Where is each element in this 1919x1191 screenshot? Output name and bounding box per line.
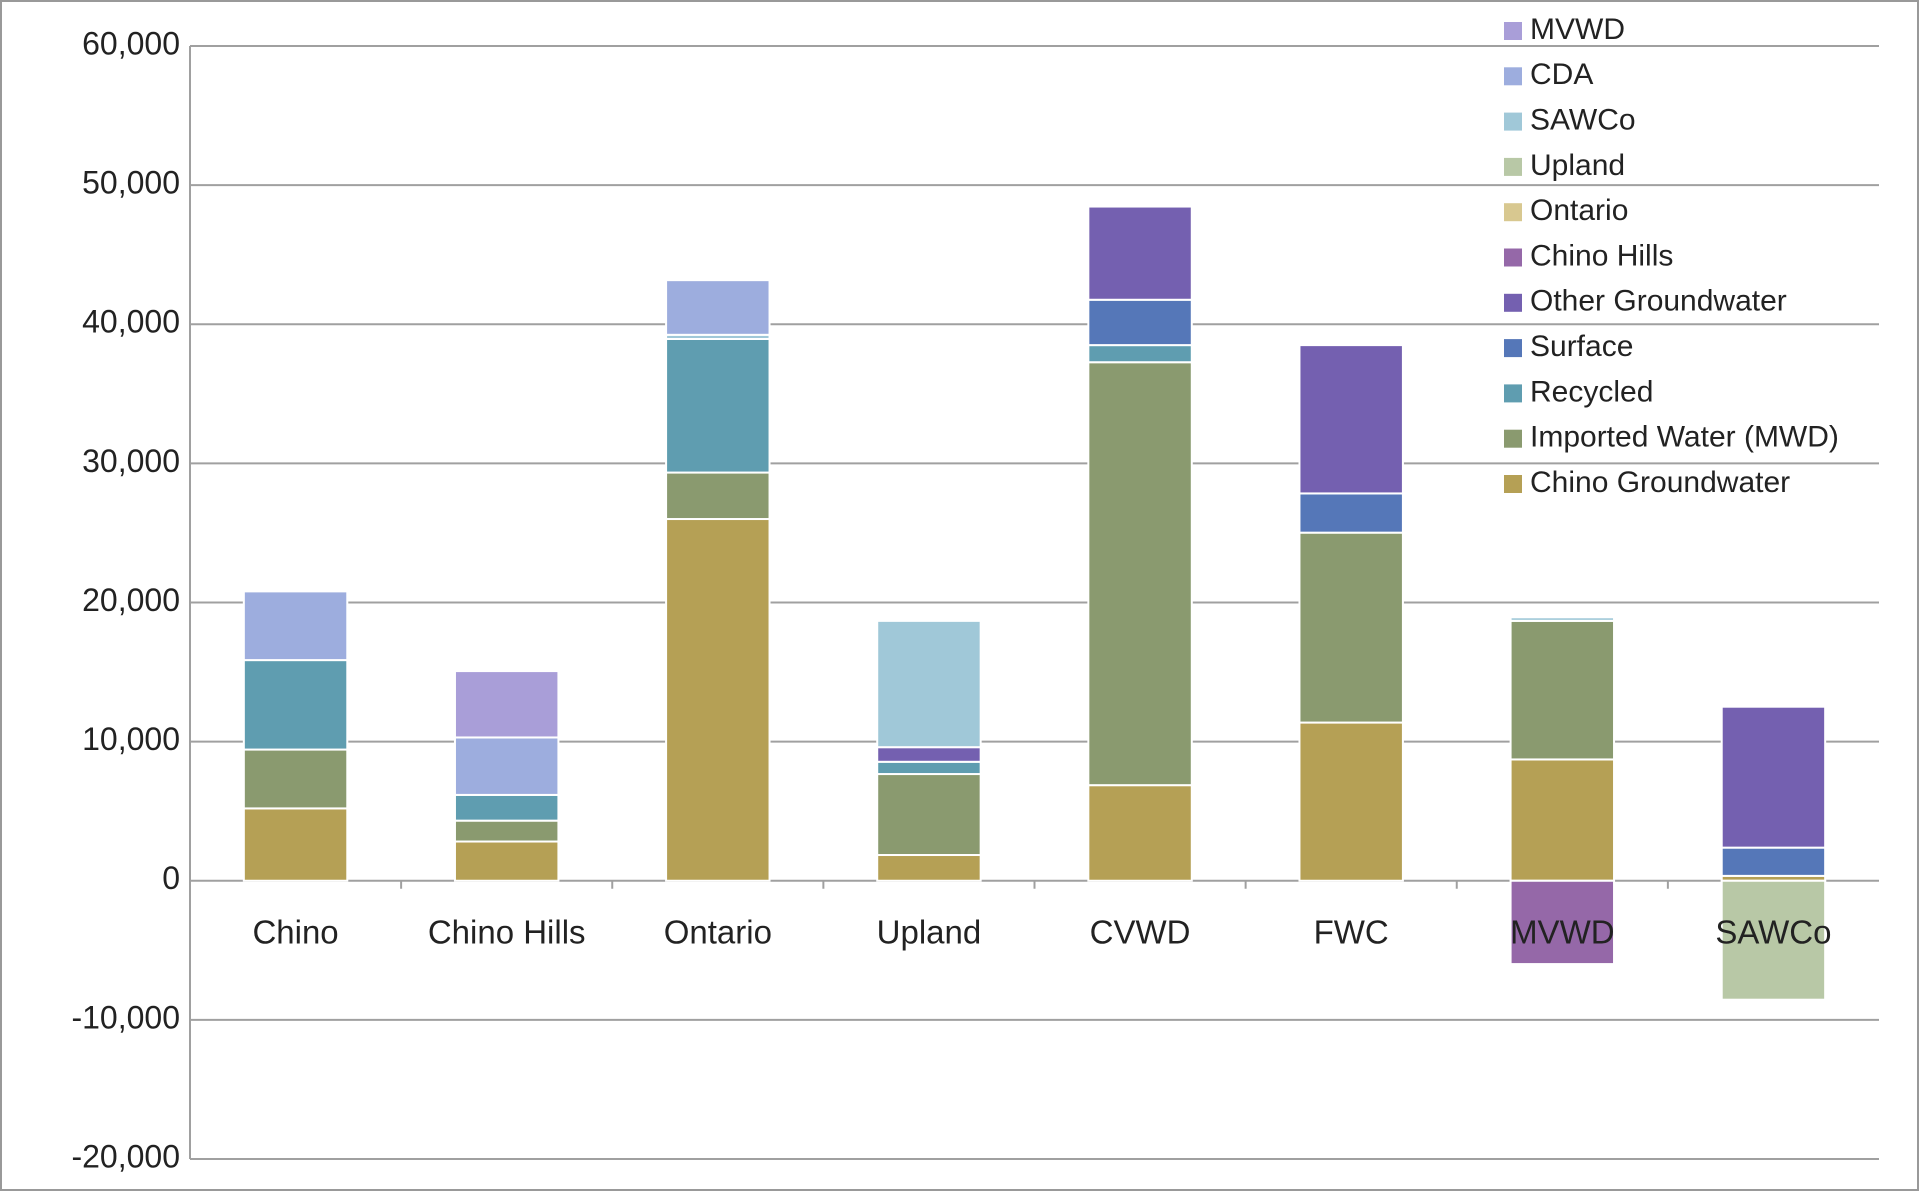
y-tick-label: 40,000 (82, 304, 180, 340)
y-tick-label: -10,000 (71, 999, 180, 1035)
legend-label: CDA (1530, 58, 1593, 91)
legend-swatch (1504, 67, 1522, 86)
bar-segment (876, 773, 982, 857)
bar-segment (876, 619, 982, 749)
bar-segment (665, 518, 771, 882)
bar-segment (665, 279, 771, 336)
bar-segment (1087, 361, 1193, 787)
bar-segment (1298, 531, 1404, 724)
y-tick-label: -20,000 (71, 1138, 180, 1174)
x-tick-label: Ontario (664, 913, 772, 950)
legend-label: Surface (1530, 330, 1633, 363)
bar-segment (1720, 705, 1827, 849)
x-tick-label: MVWD (1510, 913, 1614, 950)
bar-segment (665, 337, 771, 474)
bar-segment (242, 748, 349, 810)
legend-label: Recycled (1530, 375, 1653, 408)
y-tick-label: 10,000 (82, 721, 180, 757)
bar-segment (1298, 344, 1404, 495)
bar-segment (1087, 344, 1193, 364)
legend-label: Other Groundwater (1530, 285, 1787, 318)
bar-segment (453, 793, 560, 822)
bar-segment (1720, 846, 1827, 877)
bar-segment (453, 736, 560, 796)
bar-segment (1298, 492, 1404, 534)
bar-segment (1087, 298, 1193, 347)
y-tick-label: 30,000 (82, 443, 180, 479)
legend-swatch (1504, 112, 1522, 131)
x-tick-label: Upland (877, 913, 982, 950)
legend-label: Chino Hills (1530, 239, 1673, 272)
legend-swatch (1504, 203, 1522, 222)
x-tick-label: Chino (252, 913, 338, 950)
legend-swatch (1504, 248, 1522, 267)
legend-label: Ontario (1530, 194, 1628, 227)
bar-segment (1087, 205, 1193, 301)
bar-segment (1509, 619, 1616, 761)
x-tick-label: FWC (1314, 913, 1389, 950)
bar-segment (876, 746, 982, 763)
bar-segment (1087, 784, 1193, 882)
bar-segment (242, 590, 349, 662)
bar-segment (876, 854, 982, 882)
bar-segment (1720, 879, 1827, 1001)
y-tick-label: 50,000 (82, 165, 180, 201)
bar-segment (242, 659, 349, 751)
bar-segment (876, 760, 982, 776)
legend-label: Upland (1530, 149, 1625, 182)
y-tick-label: 20,000 (82, 582, 180, 618)
x-tick-label: CVWD (1090, 913, 1191, 950)
legend-swatch (1504, 293, 1522, 312)
legend-swatch (1504, 475, 1522, 493)
bar-segment (453, 819, 560, 843)
legend-label: Chino Groundwater (1530, 466, 1790, 499)
y-tick-label: 0 (162, 860, 180, 896)
legend-swatch (1504, 384, 1522, 403)
bar-segment (665, 471, 771, 521)
x-tick-label: Chino Hills (428, 913, 586, 950)
bar-segment (242, 807, 349, 882)
legend-swatch (1504, 22, 1522, 40)
x-tick-label: SAWCo (1715, 913, 1831, 950)
bar-segment (1509, 616, 1616, 622)
legend-label: SAWCo (1530, 104, 1636, 137)
legend-swatch (1504, 157, 1522, 176)
bar-segment (1509, 758, 1616, 882)
legend-swatch (1504, 429, 1522, 448)
bar-segment (1509, 879, 1616, 966)
bar-segment (1298, 721, 1404, 882)
legend-swatch (1504, 339, 1522, 358)
bar-segment (453, 670, 560, 739)
bar-segment (453, 840, 560, 882)
legend-label: MVWD (1530, 13, 1625, 46)
y-tick-label: 60,000 (82, 25, 180, 61)
legend-label: Imported Water (MWD) (1530, 421, 1839, 454)
